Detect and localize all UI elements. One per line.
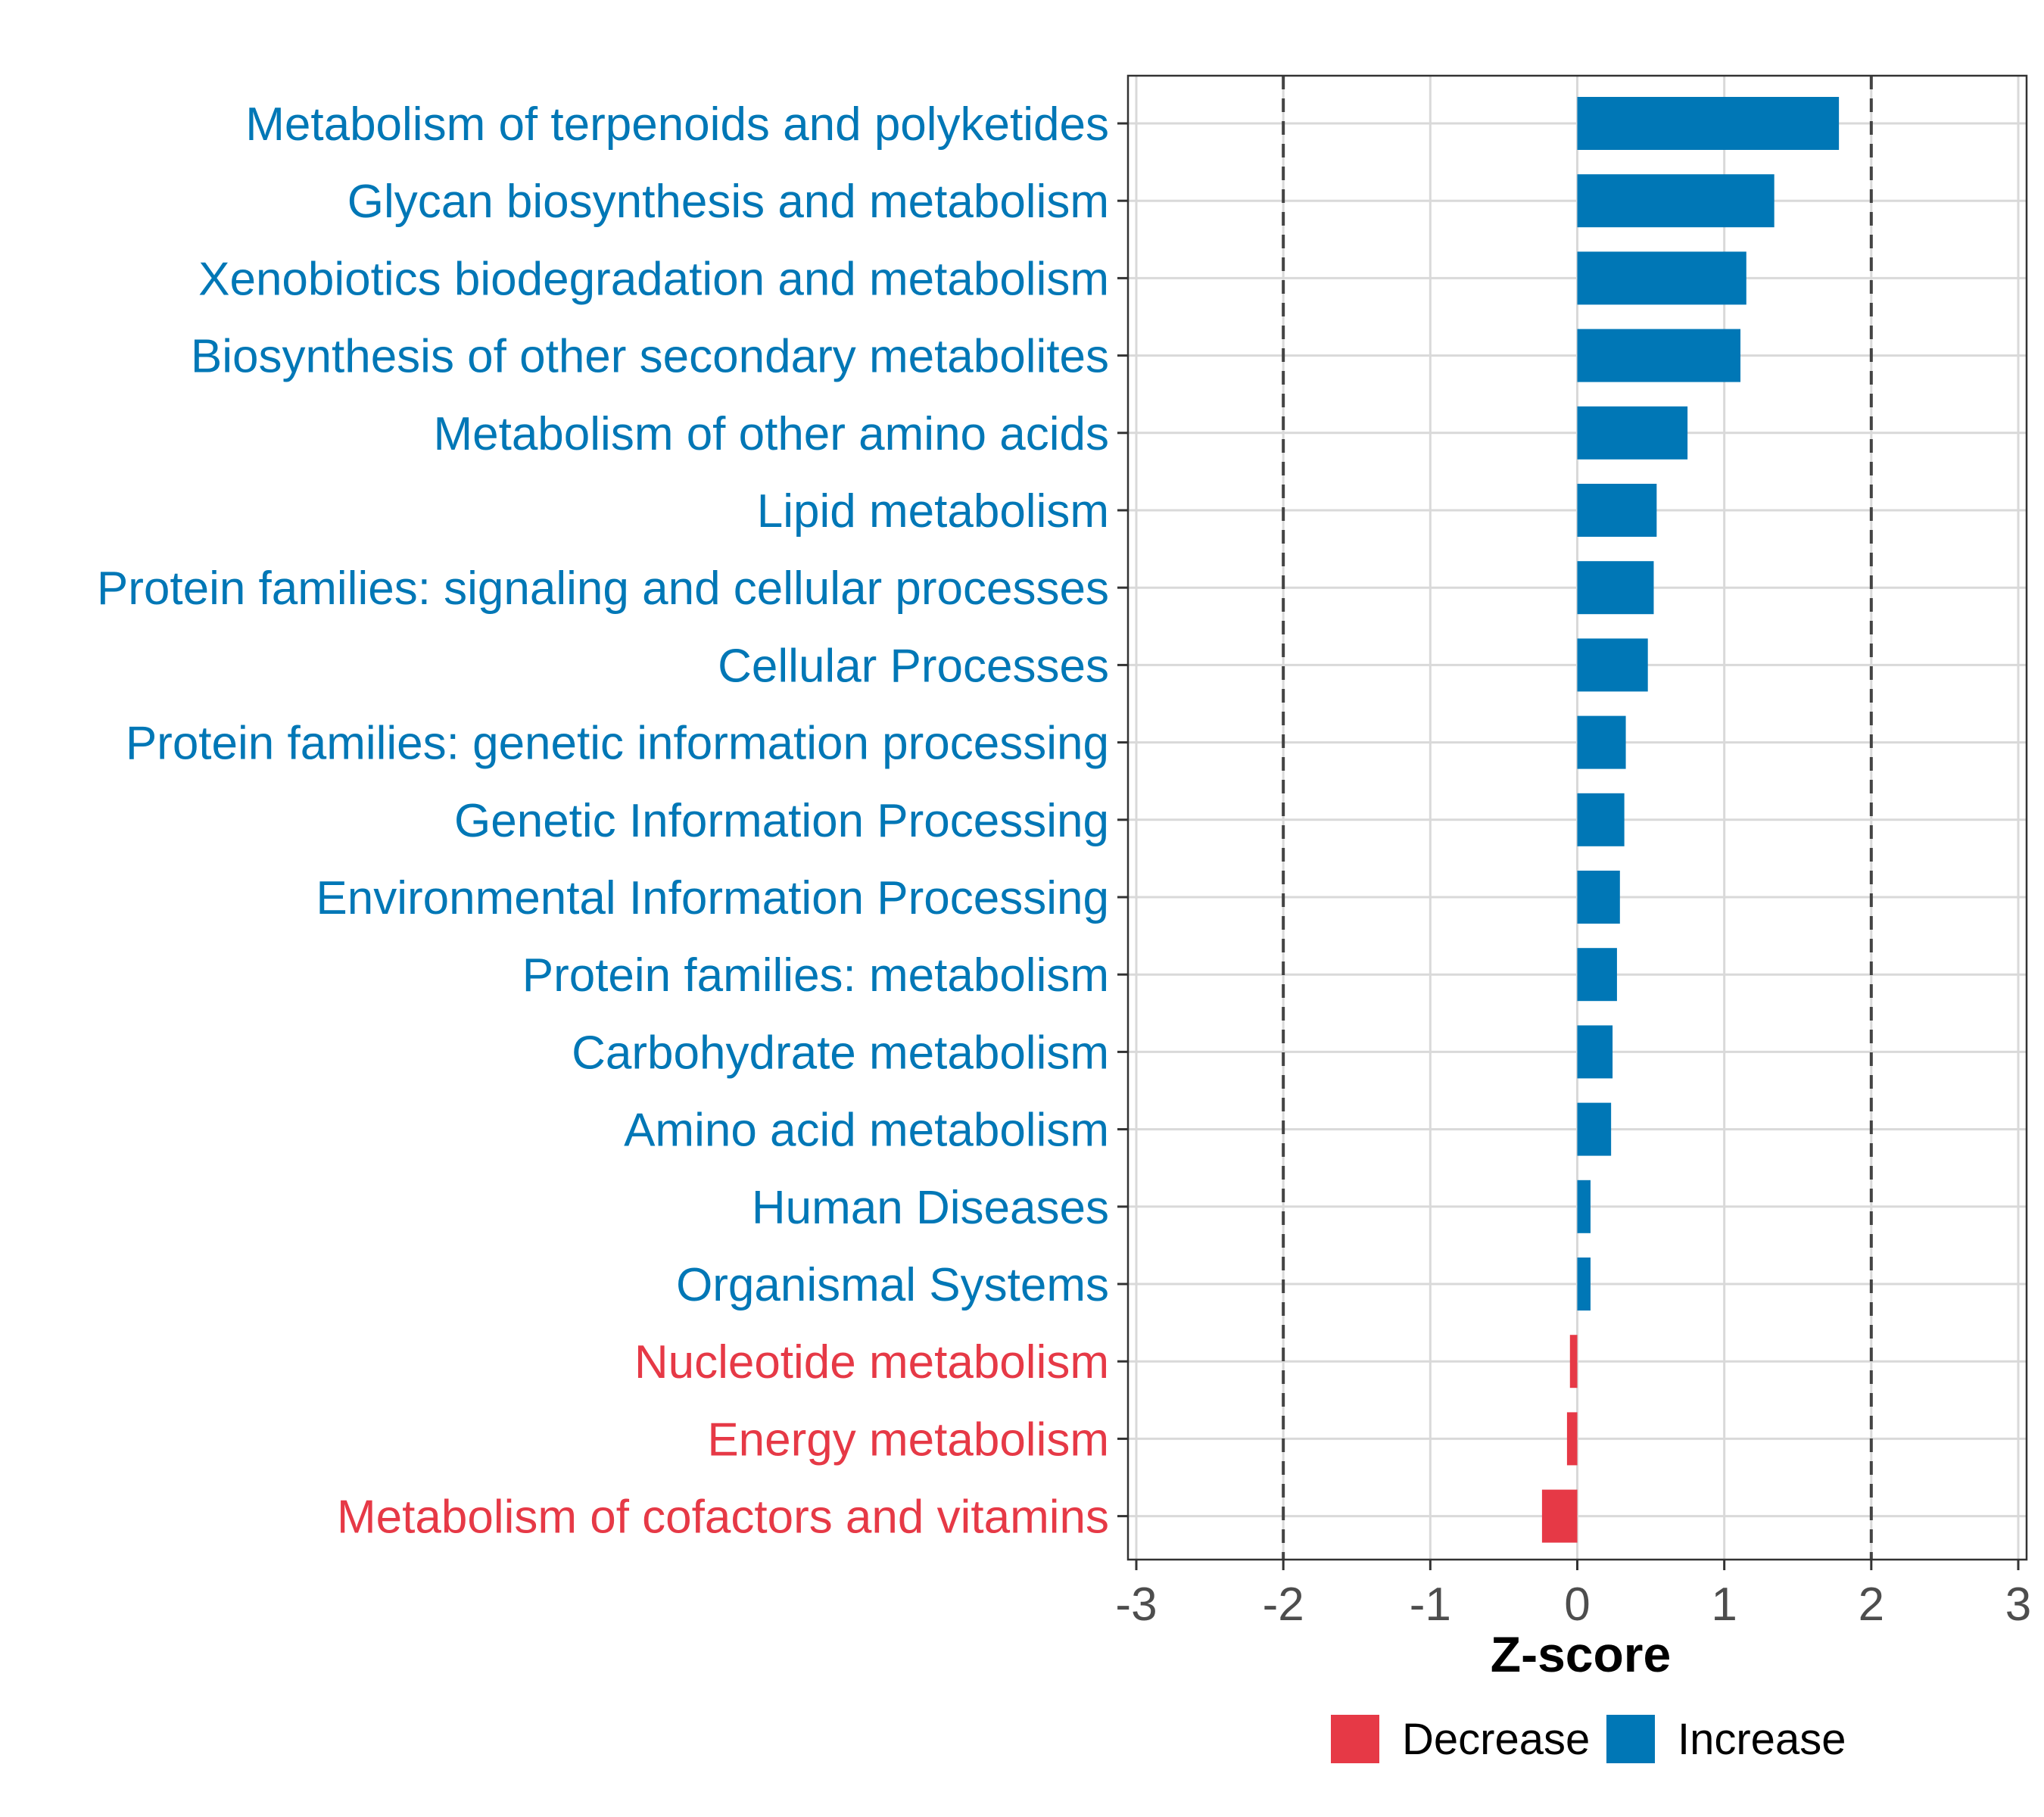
legend-swatch <box>1331 1715 1379 1763</box>
category-label: Energy metabolism <box>707 1413 1109 1466</box>
category-label: Human Diseases <box>752 1182 1109 1234</box>
bar <box>1577 1025 1613 1079</box>
bar <box>1577 948 1617 1002</box>
x-tick-label: -3 <box>1115 1579 1157 1631</box>
category-label: Glycan biosynthesis and metabolism <box>347 176 1109 228</box>
legend-label: Increase <box>1678 1715 1846 1764</box>
bar <box>1577 97 1840 150</box>
category-label: Genetic Information Processing <box>454 795 1109 847</box>
reference-lines <box>1282 76 1873 1560</box>
bar <box>1566 1412 1578 1466</box>
bar <box>1577 251 1746 305</box>
bar <box>1577 715 1626 769</box>
bar <box>1577 1180 1591 1233</box>
x-tick-label: -2 <box>1263 1579 1304 1631</box>
x-tick-label: 3 <box>2005 1579 2031 1631</box>
x-tick-label: 2 <box>1859 1579 1884 1631</box>
legend-label: Decrease <box>1402 1715 1590 1764</box>
category-label: Metabolism of cofactors and vitamins <box>337 1491 1109 1544</box>
category-label: Metabolism of terpenoids and polyketides <box>245 98 1109 151</box>
x-tick-label: 1 <box>1711 1579 1737 1631</box>
legend: Decrease Increase <box>1331 1715 1846 1764</box>
x-axis-ticks: -3 -2 -1 0 1 2 3 <box>1115 1560 2031 1631</box>
bar <box>1577 638 1648 692</box>
x-tick-label: -1 <box>1410 1579 1451 1631</box>
bars <box>1541 97 1840 1543</box>
bar <box>1577 484 1657 537</box>
category-label: Biosynthesis of other secondary metaboli… <box>191 331 1109 383</box>
category-label: Protein families: signaling and cellular… <box>97 563 1109 615</box>
category-labels: Metabolism of terpenoids and polyketides… <box>97 98 1128 1544</box>
category-label: Metabolism of other amino acids <box>433 408 1109 460</box>
category-label: Organismal Systems <box>676 1259 1109 1311</box>
category-label: Cellular Processes <box>718 640 1109 692</box>
category-label: Nucleotide metabolism <box>634 1336 1109 1388</box>
category-label: Carbohydrate metabolism <box>572 1027 1109 1079</box>
category-label: Lipid metabolism <box>757 485 1109 538</box>
category-label: Protein families: metabolism <box>522 949 1109 1002</box>
bar <box>1577 174 1774 228</box>
bar <box>1577 871 1620 924</box>
bar <box>1569 1335 1578 1388</box>
category-label: Amino acid metabolism <box>624 1105 1109 1157</box>
x-axis-title: Z-score <box>1491 1626 1671 1682</box>
bar <box>1577 1102 1612 1156</box>
category-label: Xenobiotics biodegradation and metabolis… <box>198 253 1109 305</box>
legend-swatch <box>1606 1715 1655 1763</box>
bar <box>1541 1489 1578 1543</box>
category-label: Protein families: genetic information pr… <box>126 718 1109 770</box>
bar <box>1577 1258 1591 1311</box>
bar <box>1577 561 1654 615</box>
category-label: Environmental Information Processing <box>316 872 1109 924</box>
bar <box>1577 406 1688 460</box>
bar <box>1577 793 1625 846</box>
bar <box>1577 329 1741 382</box>
x-tick-label: 0 <box>1564 1579 1590 1631</box>
